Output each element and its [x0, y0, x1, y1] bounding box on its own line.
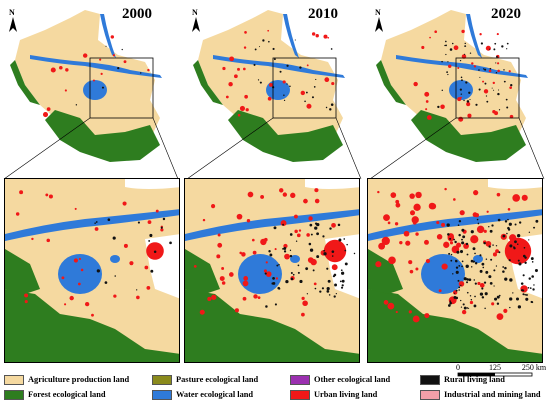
legend-swatch-pasture [152, 375, 172, 386]
legend-swatch-forest [4, 390, 24, 401]
region-river [30, 55, 162, 78]
zoom-map [4, 178, 180, 363]
overview-map [186, 10, 362, 180]
region-forest [45, 110, 160, 162]
scale-bar: 0 125 250 km [456, 363, 547, 377]
year-title: 2000 [122, 6, 152, 22]
legend-item-rural: Rural living land [420, 374, 505, 386]
region-river [396, 55, 528, 78]
region-lake [83, 80, 107, 100]
north-arrow-icon: N [189, 8, 203, 34]
map-panel-2000: 2000 N [0, 0, 183, 365]
north-label: N [192, 8, 198, 17]
legend-label-rural: Rural living land [444, 375, 505, 384]
north-label: N [9, 8, 15, 17]
region-agri [198, 10, 343, 150]
map-panel-2020: 2020 N [366, 0, 549, 365]
north-arrow-icon: N [6, 8, 20, 34]
legend-item-other: Other ecological land [290, 374, 391, 386]
region-agri [381, 10, 526, 150]
legend-label-other: Other ecological land [314, 375, 391, 384]
scale-tick-1: 125 [489, 363, 501, 372]
inset-box [89, 57, 154, 119]
legend-label-urban: Urban living land [314, 390, 378, 399]
overview-map [369, 10, 545, 180]
legend-label-forest: Forest ecological land [28, 390, 106, 399]
year-title: 2020 [491, 6, 521, 22]
region-river [213, 55, 345, 78]
legend-swatch-urban [290, 390, 310, 401]
region-forest [228, 110, 343, 162]
legend-swatch-water [152, 390, 172, 401]
scale-tick-2: 250 km [522, 363, 547, 372]
legend-item-forest: Forest ecological land [4, 389, 106, 401]
zoom-map [184, 178, 360, 363]
legend-swatch-agri [4, 375, 24, 386]
zoom-map [367, 178, 543, 363]
inset-box [272, 57, 337, 119]
region-forest [411, 110, 526, 162]
inset-box [455, 57, 520, 119]
north-arrow-icon: N [372, 8, 386, 34]
legend-item-pasture: Pasture ecological land [152, 374, 259, 386]
legend-swatch-other [290, 375, 310, 386]
year-title: 2010 [308, 6, 338, 22]
legend-item-water: Water ecological land [152, 389, 254, 401]
map-panel-2010: 2010 N [183, 0, 366, 365]
legend-item-agri: Agriculture production land [4, 374, 130, 386]
legend-label-industrial: Industrial and mining land [444, 390, 541, 399]
scale-tick-0: 0 [456, 363, 460, 372]
overview-map [3, 10, 179, 180]
north-label: N [375, 8, 381, 17]
legend-item-industrial: Industrial and mining land [420, 389, 541, 401]
region-agri [15, 10, 160, 150]
legend-swatch-industrial [420, 390, 440, 401]
legend-label-agri: Agriculture production land [28, 375, 130, 384]
legend-item-urban: Urban living land [290, 389, 378, 401]
legend-swatch-rural [420, 375, 440, 386]
legend-label-pasture: Pasture ecological land [176, 375, 259, 384]
legend: Agriculture production land Forest ecolo… [0, 366, 550, 402]
legend-label-water: Water ecological land [176, 390, 254, 399]
